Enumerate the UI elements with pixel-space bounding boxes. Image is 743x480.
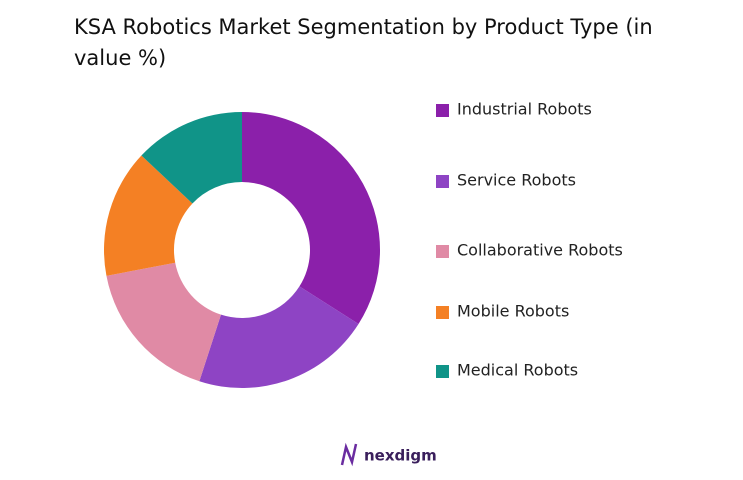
donut-slice bbox=[104, 155, 193, 276]
legend-label: Service Robots bbox=[457, 171, 576, 190]
donut-slice bbox=[141, 112, 242, 204]
legend-swatch bbox=[436, 306, 449, 319]
legend-swatch bbox=[436, 365, 449, 378]
logo-icon bbox=[340, 442, 358, 467]
donut-slice bbox=[199, 286, 359, 389]
legend-label: Collaborative Robots bbox=[457, 241, 623, 260]
chart-title: KSA Robotics Market Segmentation by Prod… bbox=[74, 15, 653, 70]
legend-swatch bbox=[436, 245, 449, 258]
legend-label: Mobile Robots bbox=[457, 302, 569, 321]
logo-text: nexdigm bbox=[364, 447, 437, 465]
legend-label: Industrial Robots bbox=[457, 100, 592, 119]
legend-swatch bbox=[436, 104, 449, 117]
donut-slice bbox=[242, 112, 380, 324]
logo: nexdigm bbox=[340, 442, 437, 467]
donut-slice bbox=[106, 262, 221, 382]
legend-label: Medical Robots bbox=[457, 361, 578, 380]
legend-swatch bbox=[436, 175, 449, 188]
